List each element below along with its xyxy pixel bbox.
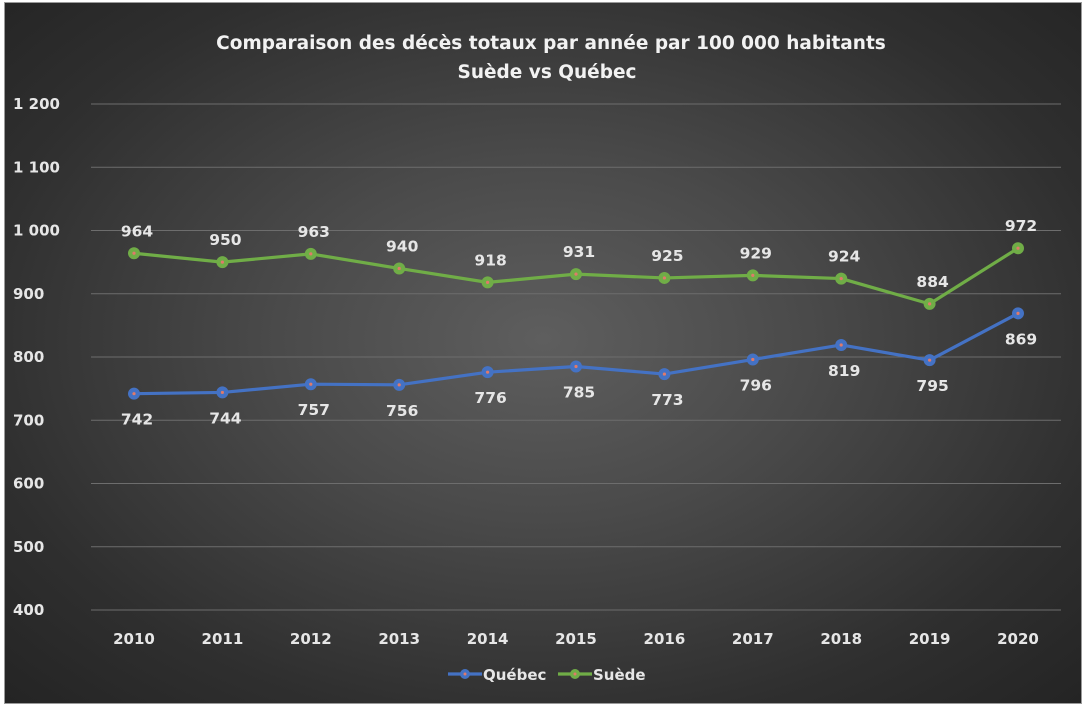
chart-area: Comparaison des décès totaux par année p…: [4, 2, 1082, 704]
data-label-suede: 950: [209, 231, 242, 249]
data-point-center-suede: [662, 276, 667, 280]
x-tick-label: 2020: [997, 630, 1039, 648]
x-tick-label: 2014: [467, 630, 509, 648]
data-point-center-quebec: [928, 358, 932, 362]
data-label-suede: 972: [1005, 217, 1037, 235]
legend-marker-center-quebec: [463, 672, 467, 676]
data-label-suede: 925: [651, 247, 683, 265]
data-label-quebec: 776: [474, 389, 506, 407]
chart-subtitle: Suède vs Québec: [458, 62, 637, 83]
data-label-suede: 929: [740, 244, 772, 262]
data-point-center-quebec: [309, 382, 313, 386]
legend-label-quebec: Québec: [483, 666, 546, 684]
data-point-center-quebec: [397, 383, 401, 387]
data-label-quebec: 819: [828, 362, 860, 380]
data-point-center-suede: [574, 272, 578, 276]
data-label-quebec: 869: [1005, 330, 1037, 348]
x-tick-label: 2015: [555, 630, 597, 648]
x-tick-label: 2013: [378, 630, 420, 648]
line-chart: Comparaison des décès totaux par année p…: [13, 33, 1061, 684]
y-tick-label: 1 100: [13, 158, 60, 176]
data-point-center-quebec: [839, 343, 843, 347]
data-label-quebec: 796: [740, 377, 772, 395]
x-tick-label: 2010: [113, 630, 155, 648]
data-point-center-suede: [132, 251, 136, 255]
y-tick-label: 900: [13, 285, 44, 303]
data-label-suede: 924: [828, 248, 861, 266]
chart-title: Comparaison des décès totaux par année p…: [216, 33, 886, 54]
data-label-suede: 963: [298, 223, 330, 241]
gridlines: [91, 103, 1061, 611]
x-axis: 2010 2011 2012 2013 2014 2015 2016 2017 2018 2019…: [113, 630, 1039, 648]
data-label-suede: 931: [563, 243, 595, 261]
data-label-quebec: 795: [916, 377, 948, 395]
y-tick-label: 700: [13, 411, 44, 429]
data-point-center-quebec: [751, 357, 755, 362]
data-point-center-quebec: [662, 372, 667, 376]
data-point-center-suede: [751, 273, 755, 278]
data-label-suede: 940: [386, 237, 419, 255]
x-tick-label: 2018: [820, 630, 862, 648]
data-labels: 742 744 757 756 776 785 773 796 819 795 869 964 950 9…: [121, 217, 1037, 428]
data-label-quebec: 756: [386, 402, 418, 420]
data-point-center-suede: [309, 252, 313, 256]
data-label-quebec: 757: [298, 401, 330, 419]
data-point-center-suede: [928, 302, 932, 306]
legend: Québec Suède: [448, 666, 646, 684]
data-point-center-suede: [397, 266, 401, 271]
x-tick-label: 2016: [644, 630, 686, 648]
legend-label-suede: Suède: [593, 666, 646, 684]
series: [128, 242, 1024, 400]
data-point-center-suede: [220, 260, 224, 264]
y-axis: 400 500 600 700 800 900 1 000 1 100 1 200: [13, 95, 60, 619]
data-point-center-quebec: [132, 392, 136, 396]
x-tick-label: 2019: [909, 630, 951, 648]
data-label-quebec: 773: [651, 391, 683, 409]
data-label-quebec: 742: [121, 411, 153, 429]
y-tick-label: 500: [13, 538, 44, 556]
y-tick-label: 400: [13, 601, 44, 619]
data-label-suede: 918: [474, 251, 506, 269]
data-point-center-quebec: [220, 390, 224, 395]
data-label-quebec: 744: [209, 409, 242, 427]
data-point-center-suede: [1016, 246, 1020, 250]
data-label-quebec: 785: [563, 383, 595, 401]
legend-marker-center-suede: [573, 672, 577, 676]
y-tick-label: 800: [13, 348, 44, 366]
data-point-center-quebec: [1016, 311, 1020, 315]
data-point-center-suede: [839, 276, 843, 281]
data-point-center-quebec: [486, 370, 490, 374]
y-tick-label: 1 000: [13, 222, 60, 240]
series-line-quebec: [133, 311, 1019, 396]
x-tick-label: 2012: [290, 630, 332, 648]
data-label-suede: 964: [121, 222, 154, 240]
data-label-suede: 884: [916, 273, 949, 291]
y-tick-label: 600: [13, 475, 44, 493]
data-point-center-quebec: [574, 364, 578, 369]
data-point-center-suede: [486, 280, 490, 284]
x-tick-label: 2017: [732, 630, 774, 648]
x-tick-label: 2011: [202, 630, 244, 648]
y-tick-label: 1 200: [13, 95, 60, 113]
